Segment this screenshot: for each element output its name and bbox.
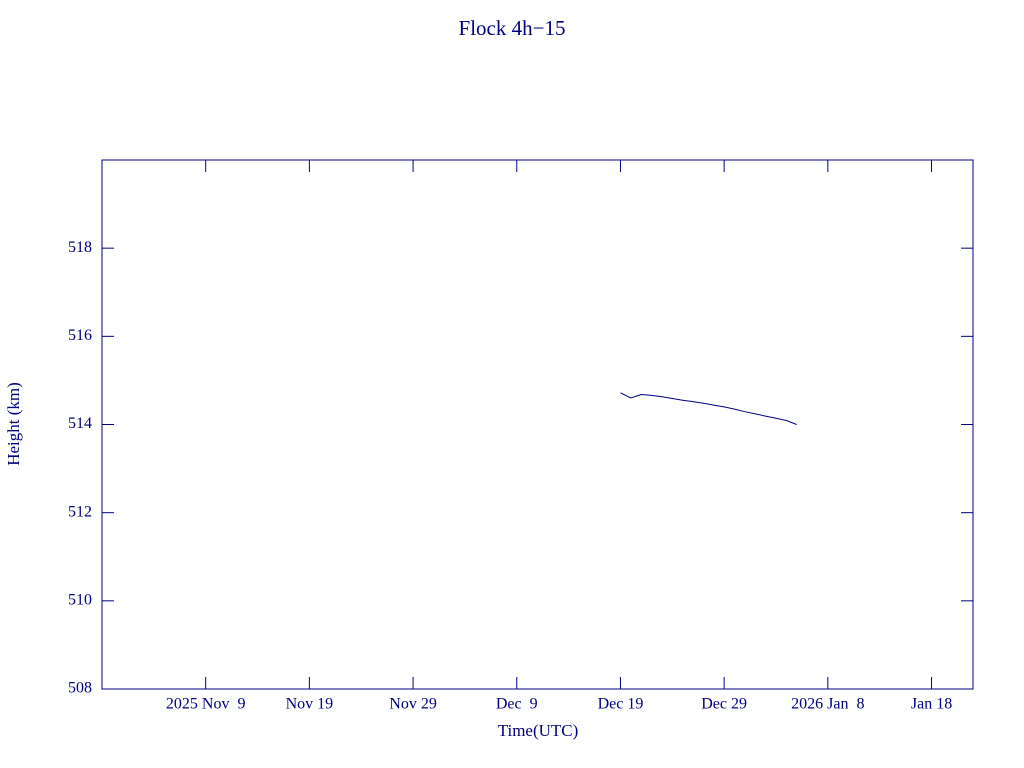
y-tick-label: 518 [68,239,92,256]
chart-title: Flock 4h−15 [459,16,566,40]
x-tick-label: 2025 Nov 9 [166,696,246,713]
y-tick-label: 514 [68,415,92,432]
x-tick-label: Nov 29 [389,696,437,713]
x-tick-label: Dec 29 [701,696,747,713]
y-tick-label: 512 [68,503,92,520]
y-tick-label: 510 [68,592,92,609]
x-tick-label: Dec 19 [598,696,644,713]
x-tick-label: Nov 19 [286,696,334,713]
y-tick-label: 516 [68,327,92,344]
x-tick-label: 2026 Jan 8 [791,696,864,713]
y-axis-label: Height (km) [4,382,23,466]
y-tick-label: 508 [68,680,92,697]
x-axis-label: Time(UTC) [498,721,579,740]
x-tick-label: Dec 9 [496,696,538,713]
plot-frame [101,159,974,690]
data-line [620,392,797,425]
x-tick-label: Jan 18 [911,696,952,713]
